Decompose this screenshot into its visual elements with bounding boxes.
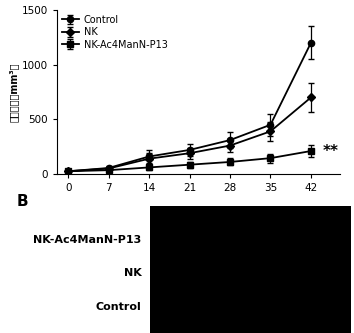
Legend: Control, NK, NK-Ac4ManN-P13: Control, NK, NK-Ac4ManN-P13	[62, 15, 168, 50]
Text: A: A	[17, 0, 29, 3]
Text: **: **	[322, 144, 338, 159]
Text: 时间（天）: 时间（天）	[182, 210, 215, 220]
Bar	[150, 206, 351, 333]
Text: NK-Ac4ManN-P13: NK-Ac4ManN-P13	[33, 235, 142, 245]
Text: Control: Control	[96, 302, 142, 312]
Text: B: B	[17, 193, 29, 208]
Text: NK: NK	[124, 268, 142, 278]
Y-axis label: 肿瘤体积（mm³）: 肿瘤体积（mm³）	[8, 62, 18, 122]
